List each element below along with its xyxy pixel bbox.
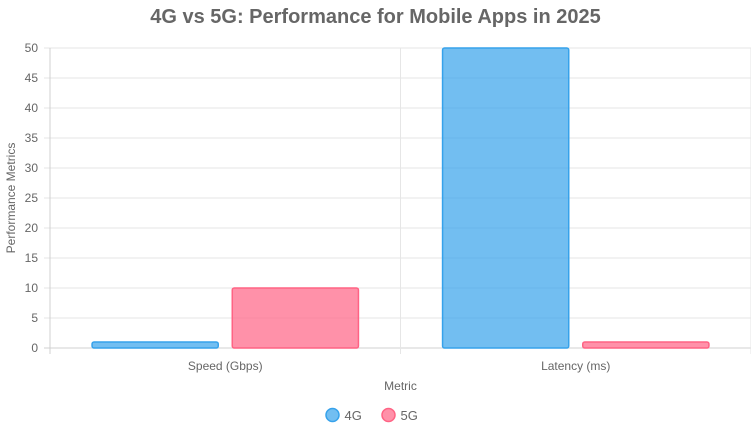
legend: 4G 5G [325, 407, 418, 423]
y-tick-label: 20 [25, 221, 39, 235]
y-tick-label: 50 [25, 41, 39, 55]
y-tick-label: 10 [25, 281, 39, 295]
grid-lines [44, 47, 751, 354]
y-tick-label: 35 [25, 131, 39, 145]
y-tick-label: 40 [25, 101, 39, 115]
legend-marker-4g [325, 407, 340, 423]
axes: 0 5 10 15 20 25 30 35 40 45 50 Speed (Gbps) Latency … [4, 41, 610, 393]
x-axis-title: Metric [384, 379, 417, 393]
y-tick-label: 30 [25, 161, 39, 175]
y-tick-label: 45 [25, 71, 39, 85]
bar-5g-0 [231, 287, 360, 349]
y-tick-label: 25 [25, 191, 39, 205]
y-tick-label: 0 [31, 341, 38, 355]
bars [91, 47, 710, 349]
legend-marker-5g [381, 407, 396, 423]
y-tick-label: 5 [31, 311, 38, 325]
x-tick-label: Latency (ms) [541, 359, 610, 373]
bar-4g-1 [441, 47, 570, 349]
y-axis-title: Performance Metrics [4, 143, 18, 254]
legend-label-5g: 5G [401, 408, 418, 423]
chart-title: 4G vs 5G: Performance for Mobile Apps in… [150, 6, 601, 28]
bar-5g-1 [582, 341, 710, 349]
legend-label-4g: 4G [345, 408, 362, 423]
y-tick-label: 15 [25, 251, 39, 265]
x-tick-label: Speed (Gbps) [188, 359, 263, 373]
bar-4g-0 [91, 341, 219, 349]
